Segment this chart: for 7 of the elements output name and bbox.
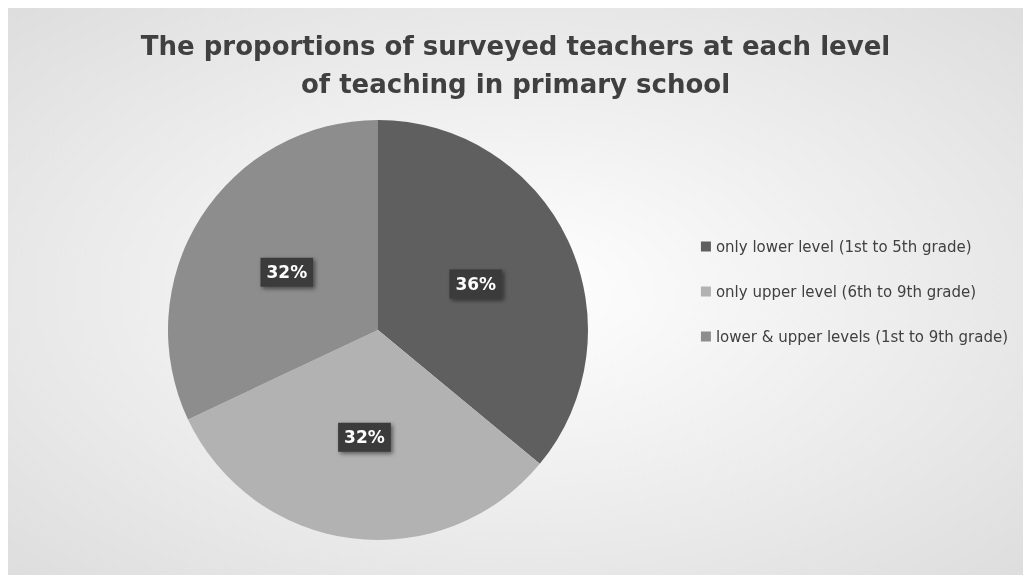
data-label: 36% <box>455 274 497 295</box>
legend-label: only upper level (6th to 9th grade) <box>715 282 977 301</box>
chart-title: The proportions of surveyed teachers at each level of teaching in primary school <box>140 31 891 99</box>
legend-label: only lower level (1st to 5th grade) <box>715 237 972 256</box>
data-label: 32% <box>266 262 308 283</box>
legend-label: lower & upper levels (1st to 9th grade) <box>715 327 1008 346</box>
data-label: 32% <box>344 427 385 448</box>
